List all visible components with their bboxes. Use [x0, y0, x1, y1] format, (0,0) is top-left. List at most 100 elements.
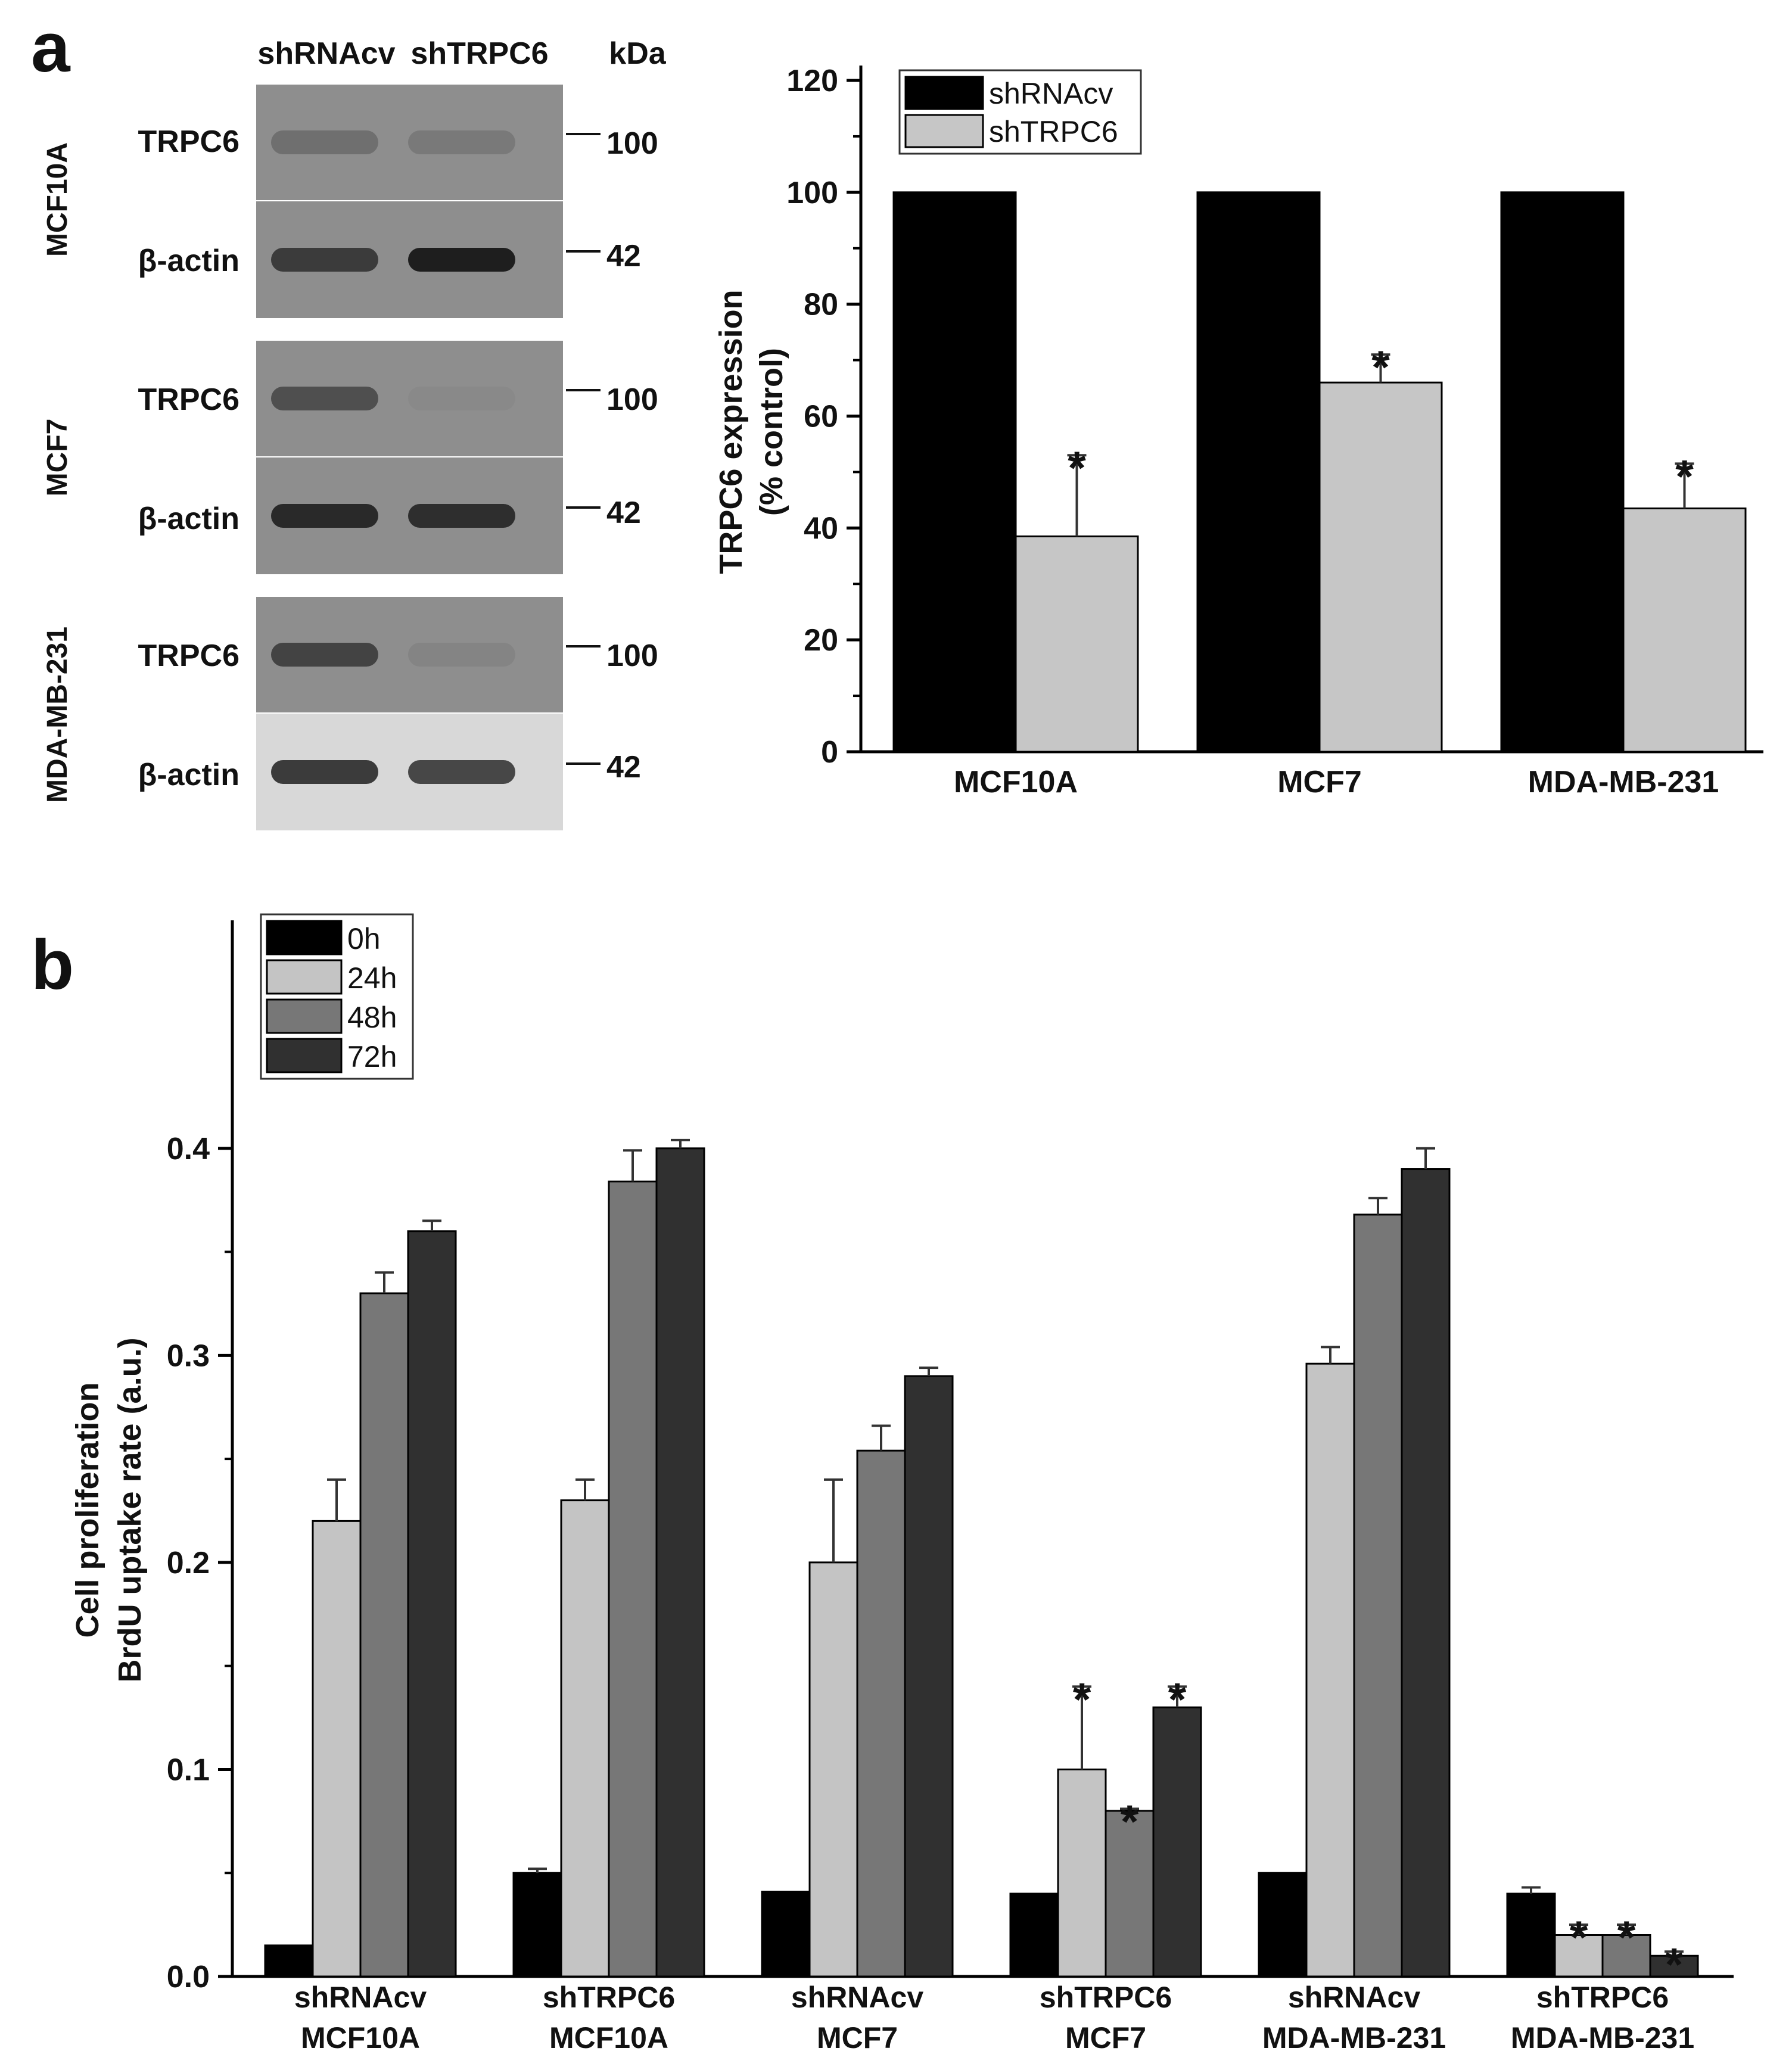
bar-72h — [1152, 1706, 1202, 1978]
blot-column-header-shrnacv: shRNAcv — [257, 36, 395, 71]
y-tick-label: 0.0 — [167, 1960, 210, 1994]
blot-cell-line-mcf10a: MCF10A — [42, 142, 73, 257]
legend-swatch-48h — [266, 998, 343, 1034]
significance-marker: * — [1675, 450, 1694, 502]
blot-band-label: TRPC6 — [138, 124, 239, 159]
category-label: shRNAcv — [1288, 1981, 1420, 2014]
significance-marker: * — [1068, 441, 1086, 494]
panel-b-label: b — [31, 926, 74, 1004]
blot-band-label: TRPC6 — [138, 639, 239, 673]
blot-band-label: β-actin — [138, 758, 239, 792]
panel-a: a shRNAcv shTRPC6 kDa MCF10A TRPC6 100 β… — [31, 8, 1763, 830]
bar-48h — [1601, 1934, 1651, 1978]
category-label: shTRPC6 — [543, 1981, 675, 2014]
blot-band — [271, 248, 378, 272]
blot-cell-line-mcf7: MCF7 — [42, 419, 73, 497]
bar-48h — [1105, 1810, 1155, 1978]
legend-label-72h: 72h — [347, 1040, 397, 1073]
bar-48h — [359, 1292, 409, 1978]
bar-72h — [407, 1230, 457, 1978]
significance-marker: * — [1570, 1911, 1588, 1963]
blot-band — [271, 760, 378, 784]
y-axis-label-secondary: (% control) — [754, 348, 789, 516]
blot-band — [408, 130, 515, 154]
bar-0h — [264, 1944, 314, 1978]
blot-cell-line-mda-mb-231: MDA-MB-231 — [42, 627, 73, 803]
y-tick-label: 0.1 — [167, 1753, 210, 1787]
legend-label-shtrpc6: shTRPC6 — [989, 115, 1118, 148]
blot-band — [271, 130, 378, 154]
category-label: MCF10A — [549, 2021, 668, 2055]
legend-swatch-0h — [266, 920, 343, 955]
category-label: shTRPC6 — [1040, 1981, 1172, 2014]
category-label: MDA-MB-231 — [1262, 2021, 1446, 2055]
blot-marker-label: 100 — [606, 382, 658, 417]
significance-marker: * — [1665, 1938, 1684, 1990]
y-tick-label: 0 — [821, 735, 838, 770]
legend-label-shrnacv: shRNAcv — [989, 77, 1113, 110]
blot-band — [408, 248, 515, 272]
category-label: shRNAcv — [791, 1981, 923, 2014]
legend-label-48h: 48h — [347, 1001, 397, 1034]
category-label: MCF7 — [1277, 765, 1362, 799]
blot-marker-label: 100 — [606, 126, 658, 161]
chart-b: 0.0 0.1 0.2 0.3 0.4 Cell proliferation BrdU up… — [70, 913, 1734, 2055]
blot-band — [408, 504, 515, 528]
panel-a-label: a — [31, 8, 71, 87]
bar-shrnacv — [1196, 191, 1321, 753]
blot-marker-label: 42 — [606, 750, 641, 785]
y-tick-label: 0.4 — [167, 1132, 210, 1166]
bar-48h — [856, 1449, 906, 1978]
blot-band-row: TRPC6 100 — [138, 382, 658, 417]
bar-0h — [512, 1872, 562, 1978]
legend-swatch-24h — [266, 959, 343, 995]
bar-24h — [312, 1520, 362, 1978]
bar-shtrpc6 — [1015, 535, 1139, 753]
bar-shtrpc6 — [1318, 381, 1443, 753]
blot-band-row: TRPC6 100 — [138, 124, 658, 161]
blot-column-header-shtrpc6: shTRPC6 — [410, 36, 548, 71]
significance-marker: * — [1617, 1911, 1636, 1963]
significance-marker: * — [1073, 1673, 1091, 1725]
blot-band — [408, 760, 515, 784]
y-tick-label: 80 — [804, 288, 838, 322]
legend-swatch-shtrpc6 — [904, 114, 984, 148]
bar-shrnacv — [1500, 191, 1625, 753]
blot-band — [271, 504, 378, 528]
y-axis-label-secondary: BrdU uptake rate (a.u.) — [112, 1337, 148, 1682]
legend-label-24h: 24h — [347, 961, 397, 995]
bar-0h — [1009, 1892, 1059, 1978]
bar-72h — [655, 1147, 705, 1978]
category-label: MCF10A — [954, 765, 1078, 799]
y-tick-label: 0.3 — [167, 1339, 210, 1373]
bar-24h — [560, 1499, 610, 1978]
blot-band-row: TRPC6 100 — [138, 639, 658, 673]
blot-band-row: β-actin 42 — [138, 750, 641, 792]
blot-kda-label: kDa — [609, 36, 666, 71]
panel-b: b 0.0 0.1 0.2 0.3 0.4 Cell proliferation BrdU … — [31, 913, 1734, 2055]
blot-band — [271, 387, 378, 410]
blot-band — [271, 643, 378, 667]
category-label: shTRPC6 — [1536, 1981, 1669, 2014]
category-label: shRNAcv — [294, 1981, 427, 2014]
western-blot: shRNAcv shTRPC6 kDa MCF10A TRPC6 100 β-a… — [42, 36, 667, 830]
bar-72h — [1401, 1168, 1451, 1978]
blot-band-label: TRPC6 — [138, 382, 239, 417]
category-label: MDA-MB-231 — [1511, 2021, 1694, 2055]
y-tick-label: 20 — [804, 623, 838, 658]
legend-label-0h: 0h — [347, 922, 381, 955]
significance-marker: * — [1168, 1673, 1187, 1725]
bar-48h — [608, 1180, 658, 1978]
category-label: MDA-MB-231 — [1528, 765, 1719, 799]
blot-band-row: β-actin 42 — [138, 496, 641, 536]
chart-a: 0 20 40 60 80 100 120 TRPC6 expression (% contro… — [713, 64, 1763, 799]
significance-marker: * — [1371, 341, 1390, 393]
category-label: MCF10A — [301, 2021, 420, 2055]
blot-band-label: β-actin — [138, 244, 239, 278]
bar-24h — [808, 1561, 858, 1978]
y-tick-label: 40 — [804, 511, 838, 546]
legend-swatch-72h — [266, 1038, 343, 1073]
y-tick-label: 0.2 — [167, 1546, 210, 1580]
bar-0h — [1258, 1872, 1308, 1978]
significance-marker: * — [1121, 1795, 1139, 1847]
